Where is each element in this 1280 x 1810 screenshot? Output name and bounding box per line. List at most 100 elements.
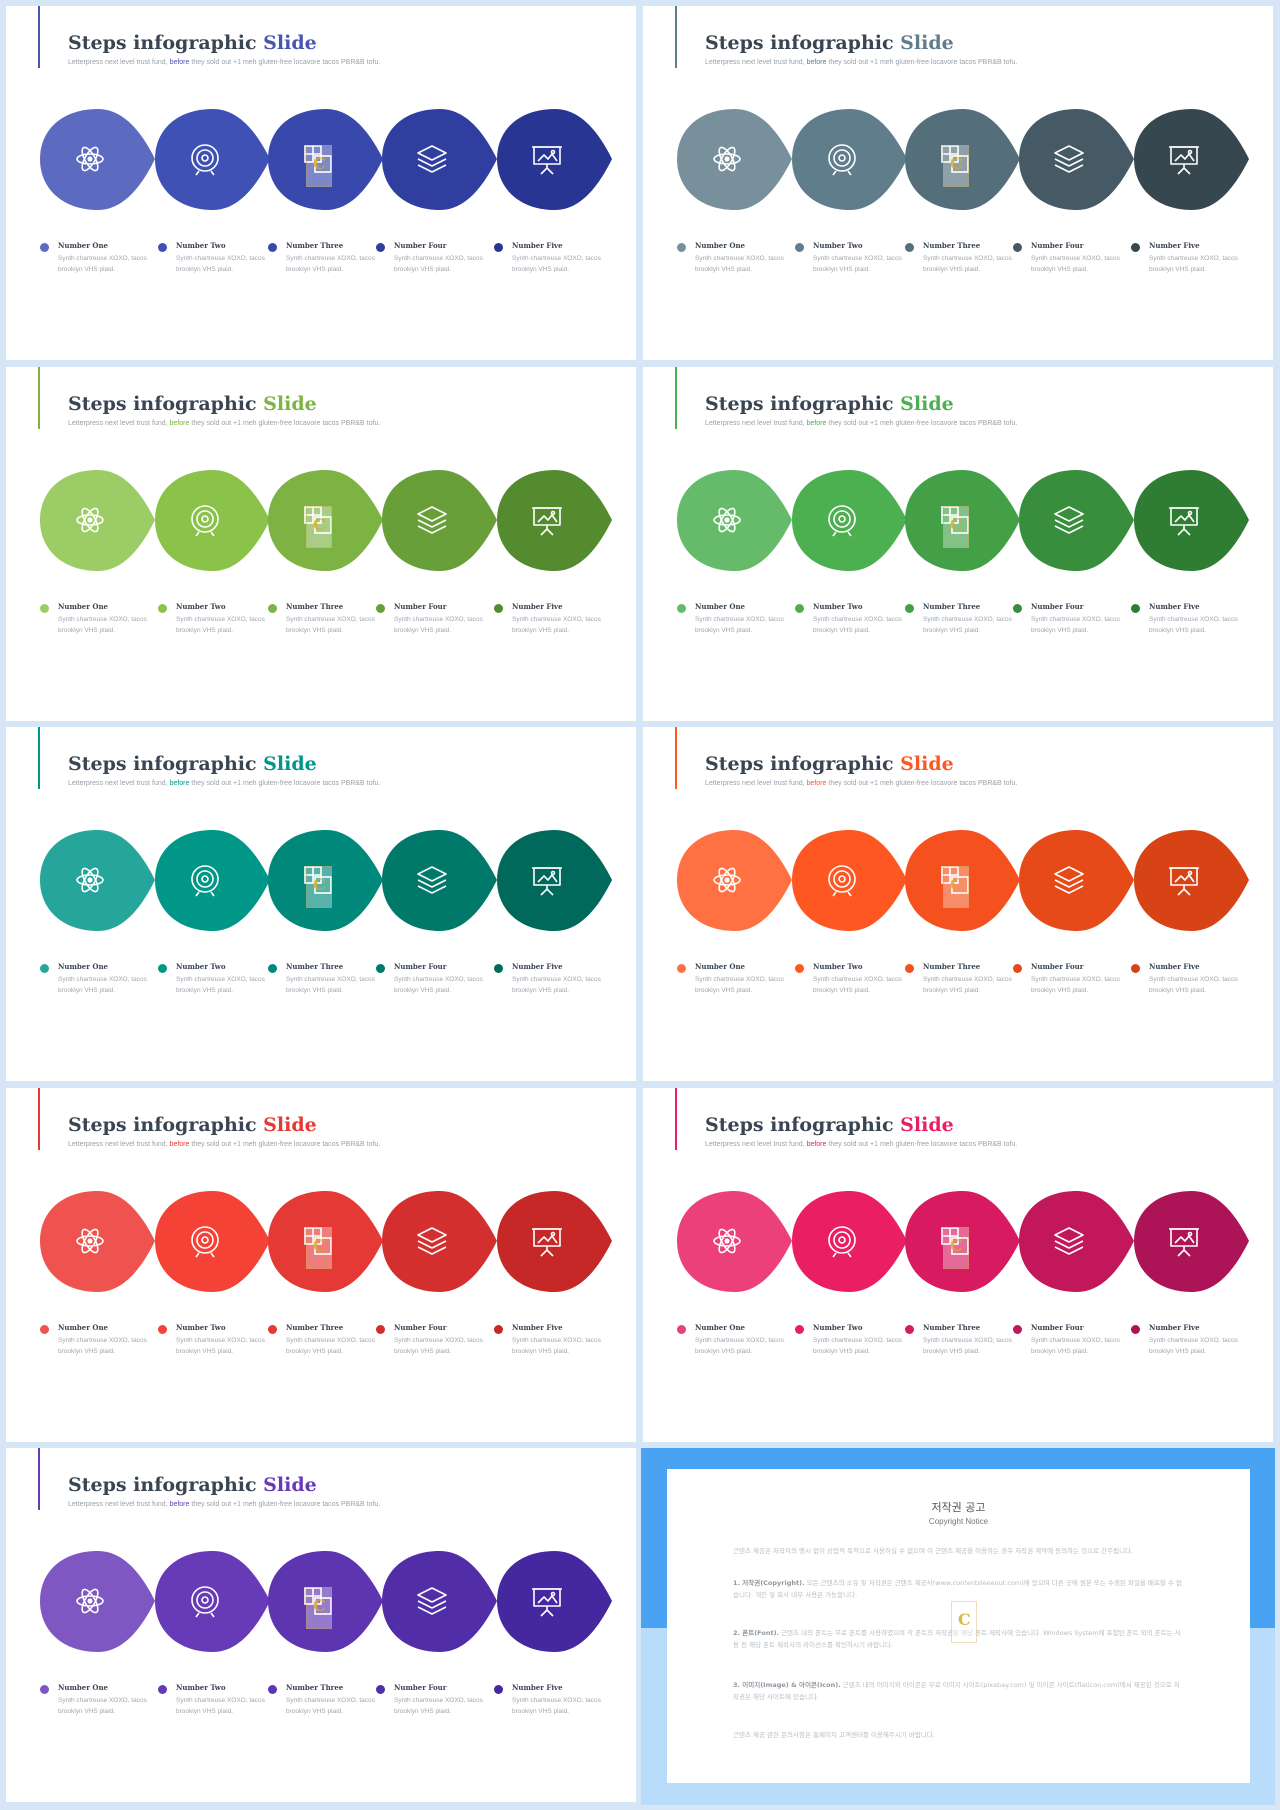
step-blob [790, 468, 908, 573]
step-title: Number One [58, 241, 109, 250]
step-blob [38, 107, 156, 212]
step-blob [675, 828, 793, 933]
step-dot [1131, 964, 1140, 973]
step-dot [795, 1325, 804, 1334]
subtitle-accent: before [806, 420, 827, 427]
step-dot [905, 604, 914, 613]
copyright-paragraph: 근텐츠 제공은 저작자의 명시 없이 상업적 목적으로 사용하실 수 없으며 이… [733, 1547, 1134, 1555]
subtitle-post: they sold out +1 meh gluten-free locavor… [828, 420, 1018, 427]
step-blob-row: C [38, 468, 613, 573]
step-blob [495, 468, 613, 573]
copyright-slide[interactable]: 저작권 공고 Copyright Notice 근텐츠 제공은 저작자의 명시 … [641, 1448, 1275, 1805]
infographic-slide-red[interactable]: Steps infographic Slide Letterpress next… [6, 1088, 636, 1442]
layers-icon [417, 145, 447, 173]
step-description: Synth chartreuse XOXO, tacos brooklyn VH… [394, 1337, 483, 1355]
step-description: Synth chartreuse XOXO, tacos brooklyn VH… [813, 255, 902, 273]
title-accent: Slide [263, 753, 317, 775]
step-title: Number Two [176, 1683, 226, 1692]
title-main: Steps infographic [705, 1114, 901, 1136]
step-blob-row: C [38, 107, 613, 212]
title-accent: Slide [900, 32, 954, 54]
step-description: Synth chartreuse XOXO, tacos brooklyn VH… [695, 976, 784, 994]
slide-subtitle: Letterpress next level trust fund, befor… [705, 420, 1017, 427]
target-icon [828, 1226, 856, 1258]
target-icon [191, 1226, 219, 1258]
step-blob [1017, 468, 1135, 573]
step-blob [903, 828, 1021, 933]
step-blob [903, 107, 1021, 212]
step-title: Number Three [286, 1323, 344, 1332]
step-blob [1132, 107, 1250, 212]
step-title: Number Two [176, 1323, 226, 1332]
presentation-icon [532, 507, 562, 536]
infographic-slide-blue-grey[interactable]: Steps infographic Slide Letterpress next… [643, 6, 1273, 360]
infographic-slide-green[interactable]: Steps infographic Slide Letterpress next… [643, 367, 1273, 721]
step-blob [38, 1549, 156, 1654]
slide-subtitle: Letterpress next level trust fund, befor… [68, 780, 380, 787]
step-title: Number One [58, 1683, 109, 1692]
layers-icon [417, 1587, 447, 1615]
step-blob [790, 1189, 908, 1294]
slide-title: Steps infographic Slide [68, 32, 317, 54]
atom-icon [76, 146, 104, 172]
presentation-icon [1169, 146, 1199, 175]
slide-title: Steps infographic Slide [68, 393, 317, 415]
atom-icon [713, 1228, 741, 1254]
presentation-icon [532, 867, 562, 896]
infographic-slide-deep-purple[interactable]: Steps infographic Slide Letterpress next… [6, 1448, 636, 1802]
watermark-logo: C [943, 866, 969, 908]
layers-icon [1054, 866, 1084, 894]
infographic-slide-teal[interactable]: Steps infographic Slide Letterpress next… [6, 727, 636, 1081]
target-icon [828, 865, 856, 897]
step-blob-row: C [38, 1549, 613, 1654]
slide-title: Steps infographic Slide [705, 1114, 954, 1136]
step-title: Number Five [512, 962, 563, 971]
step-title: Number Four [1031, 241, 1084, 250]
step-dot [376, 1685, 385, 1694]
step-dot [1131, 604, 1140, 613]
step-description: Synth chartreuse XOXO, tacos brooklyn VH… [813, 976, 902, 994]
title-main: Steps infographic [68, 1114, 264, 1136]
step-title: Number Two [813, 602, 863, 611]
step-dot [677, 604, 686, 613]
step-blob [153, 828, 271, 933]
step-title: Number Five [512, 1323, 563, 1332]
step-blob [266, 828, 384, 933]
atom-icon [76, 867, 104, 893]
step-description: Synth chartreuse XOXO, tacos brooklyn VH… [286, 616, 375, 634]
step-description: Synth chartreuse XOXO, tacos brooklyn VH… [394, 255, 483, 273]
step-title: Number Three [286, 1683, 344, 1692]
step-dot [677, 1325, 686, 1334]
step-blob [153, 1189, 271, 1294]
infographic-slide-light-green[interactable]: Steps infographic Slide Letterpress next… [6, 367, 636, 721]
step-blob [153, 107, 271, 212]
subtitle-post: they sold out +1 meh gluten-free locavor… [191, 59, 381, 66]
step-dot [268, 243, 277, 252]
step-title: Number Four [394, 241, 447, 250]
subtitle-pre: Letterpress next level trust fund, [705, 59, 805, 66]
step-title: Number Three [923, 241, 981, 250]
infographic-slide-pink[interactable]: Steps infographic Slide Letterpress next… [643, 1088, 1273, 1442]
step-blob [495, 1549, 613, 1654]
step-description: Synth chartreuse XOXO, tacos brooklyn VH… [58, 976, 147, 994]
copyright-paper: 저작권 공고 Copyright Notice 근텐츠 제공은 저작자의 명시 … [667, 1469, 1250, 1783]
watermark-logo: C [306, 1227, 332, 1269]
subtitle-accent: before [806, 1141, 827, 1148]
step-dot [158, 243, 167, 252]
step-dot [1013, 243, 1022, 252]
title-accent: Slide [263, 393, 317, 415]
subtitle-accent: before [806, 59, 827, 66]
slide-subtitle: Letterpress next level trust fund, befor… [705, 1141, 1017, 1148]
step-description: Synth chartreuse XOXO, tacos brooklyn VH… [176, 616, 265, 634]
puzzle-icon [304, 506, 332, 534]
infographic-slide-deep-orange[interactable]: Steps infographic Slide Letterpress next… [643, 727, 1273, 1081]
step-blob-row: C [675, 468, 1250, 573]
step-title: Number Five [512, 241, 563, 250]
step-title: Number Four [1031, 602, 1084, 611]
title-accent: Slide [263, 1474, 317, 1496]
step-title: Number One [58, 962, 109, 971]
step-blob [380, 1189, 498, 1294]
title-accent: Slide [900, 753, 954, 775]
infographic-slide-indigo[interactable]: Steps infographic Slide Letterpress next… [6, 6, 636, 360]
